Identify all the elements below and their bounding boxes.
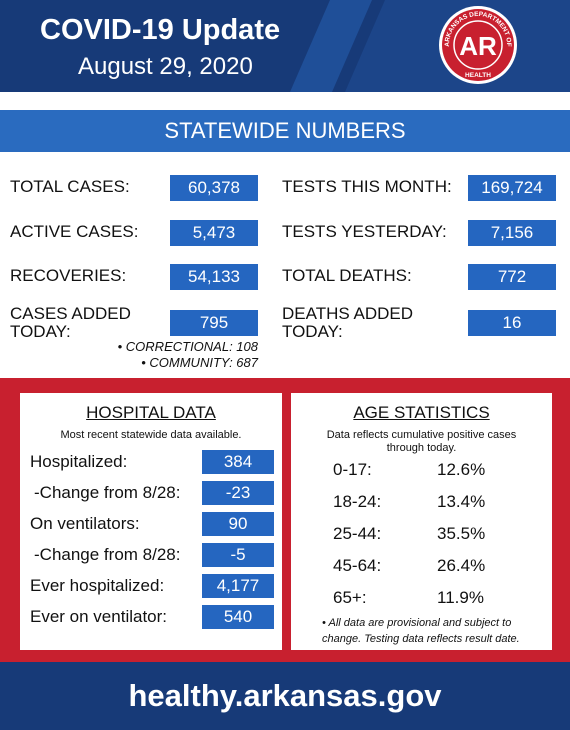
hospital-label: -Change from 8/28: — [34, 545, 181, 564]
hospital-value: 90 — [202, 512, 274, 536]
age-label: 45-64: — [333, 556, 382, 575]
hospital-label: Ever on ventilator: — [30, 607, 168, 626]
stat-value: 795 — [170, 310, 258, 336]
logo-bottom: HEALTH — [465, 72, 491, 79]
header-bg: ARKANSAS DEPARTMENT OF HEALTH AR — [0, 0, 570, 92]
age-value: 26.4% — [437, 556, 486, 575]
hospital-title: HOSPITAL DATA — [86, 403, 216, 422]
stat-label: TESTS YESTERDAY: — [282, 222, 447, 241]
stat-label: DEATHS ADDED TODAY: — [282, 304, 413, 341]
stat-value: 7,156 — [468, 220, 556, 246]
age-label: 0-17: — [333, 460, 372, 479]
hospital-value: -23 — [202, 481, 274, 505]
age-value: 12.6% — [437, 460, 486, 479]
stat-value: 54,133 — [170, 264, 258, 290]
hospital-value: 4,177 — [202, 574, 274, 598]
age-value: 13.4% — [437, 492, 486, 511]
hospital-subtitle: Most recent statewide data available. — [60, 429, 242, 441]
hospital-value: 540 — [202, 605, 274, 629]
stat-label: ACTIVE CASES: — [10, 222, 139, 241]
stat-label: TOTAL CASES: — [10, 177, 130, 196]
age-value: 11.9% — [437, 588, 484, 607]
age-label: 18-24: — [333, 492, 382, 511]
stat-value: 169,724 — [468, 175, 556, 201]
hospital-label: -Change from 8/28: — [34, 483, 181, 502]
age-note: • All data are provisional and subject t… — [322, 617, 520, 645]
breakdown-1: • CORRECTIONAL: 108 — [117, 339, 258, 354]
age-subtitle: Data reflects cumulative positive cases … — [326, 429, 517, 454]
title: COVID-19 Update — [40, 14, 281, 46]
hospital-label: On ventilators: — [30, 514, 140, 533]
stat-value: 16 — [468, 310, 556, 336]
age-title: AGE STATISTICS — [353, 403, 490, 422]
hospital-label: Hospitalized: — [30, 452, 128, 471]
breakdown-2: • COMMUNITY: 687 — [141, 355, 258, 370]
hospital-value: 384 — [202, 450, 274, 474]
stat-label: TESTS THIS MONTH: — [282, 177, 452, 196]
age-value: 35.5% — [437, 524, 486, 543]
stat-value: 60,378 — [170, 175, 258, 201]
age-label: 25-44: — [333, 524, 382, 543]
age-label: 65+: — [333, 588, 367, 607]
stat-label: RECOVERIES: — [10, 266, 127, 285]
hospital-value: -5 — [202, 543, 274, 567]
section-title: STATEWIDE NUMBERS — [0, 110, 570, 152]
stat-value: 772 — [468, 264, 556, 290]
stat-label: CASES ADDED TODAY: — [10, 304, 131, 341]
footer-url: healthy.arkansas.gov — [0, 662, 570, 730]
hospital-label: Ever hospitalized: — [30, 576, 165, 595]
date: August 29, 2020 — [78, 53, 253, 80]
stat-value: 5,473 — [170, 220, 258, 246]
logo-mark: AR — [459, 31, 497, 61]
age-panel — [291, 393, 552, 650]
stat-label: TOTAL DEATHS: — [282, 266, 412, 285]
